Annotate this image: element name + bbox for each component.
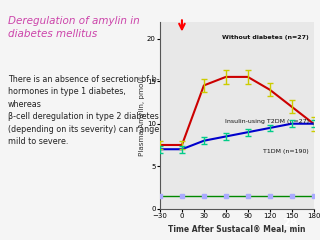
Text: Deregulation of amylin in
diabetes mellitus: Deregulation of amylin in diabetes melli… (8, 16, 140, 39)
X-axis label: Time After Sustacal® Meal, min: Time After Sustacal® Meal, min (168, 225, 306, 234)
Text: 28: 28 (282, 218, 297, 228)
Y-axis label: Plasma Amylin, pmol/L: Plasma Amylin, pmol/L (140, 74, 146, 156)
Text: Without diabetes (n=27): Without diabetes (n=27) (222, 35, 309, 40)
Text: There is an absence of secretion of b-cell
hormones in type 1 diabetes,
whereas
: There is an absence of secretion of b-ce… (8, 75, 180, 146)
Text: T1DM (n=190): T1DM (n=190) (263, 149, 309, 154)
Text: Insulin-using T2DM (n=27): Insulin-using T2DM (n=27) (225, 119, 309, 124)
